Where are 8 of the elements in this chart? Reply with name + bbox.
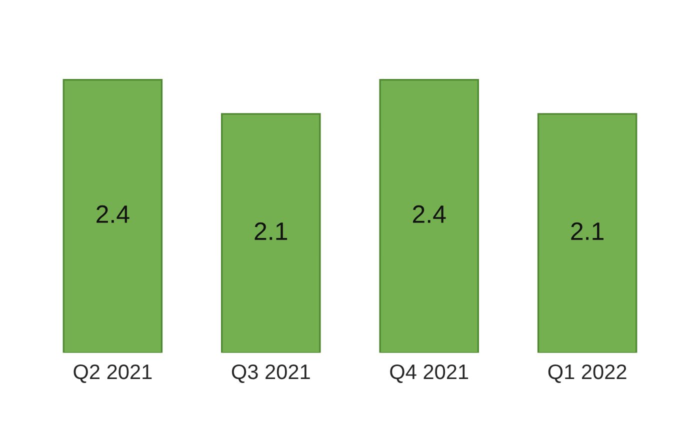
x-tick-label: Q2 2021: [74, 364, 152, 383]
data-label: 2.4: [412, 205, 446, 223]
data-label: 2.4: [96, 205, 130, 223]
x-tick-label: Q4 2021: [390, 364, 468, 383]
x-tick-label: Q3 2021: [232, 364, 310, 383]
data-label: 2.1: [571, 222, 604, 240]
x-tick-label: Q1 2022: [548, 364, 626, 383]
data-label: 2.1: [254, 222, 288, 240]
